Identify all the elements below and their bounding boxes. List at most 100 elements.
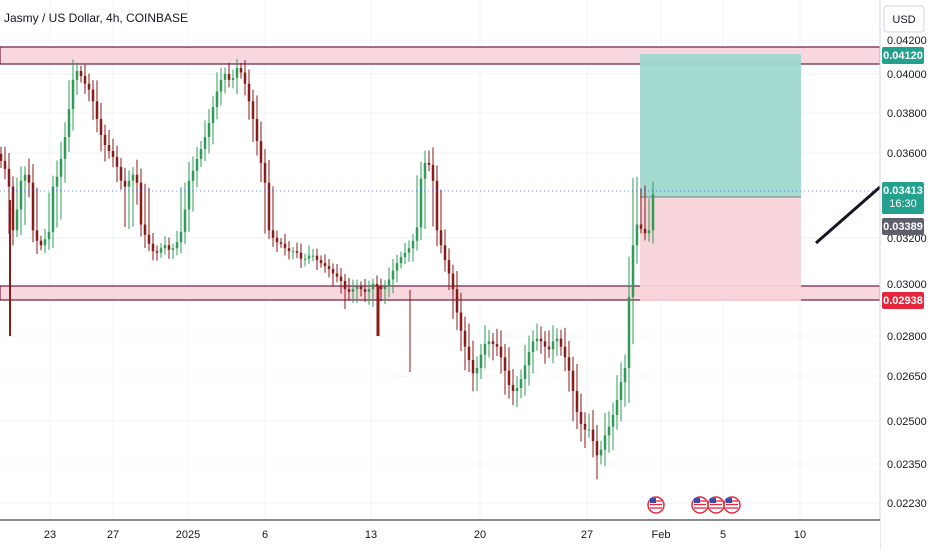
candle[interactable] bbox=[151, 233, 155, 261]
candle[interactable] bbox=[407, 240, 411, 262]
candle[interactable] bbox=[387, 267, 391, 298]
candle[interactable] bbox=[507, 347, 511, 399]
candle[interactable] bbox=[191, 156, 195, 212]
candle[interactable] bbox=[563, 327, 567, 372]
candle[interactable] bbox=[295, 242, 299, 258]
candle[interactable] bbox=[211, 96, 215, 145]
candle[interactable] bbox=[227, 62, 231, 88]
candle[interactable] bbox=[335, 264, 339, 283]
candle[interactable] bbox=[555, 328, 559, 356]
candle[interactable] bbox=[51, 175, 55, 248]
candle[interactable] bbox=[99, 102, 103, 152]
candle[interactable] bbox=[131, 167, 135, 227]
candle[interactable] bbox=[199, 141, 203, 167]
candle[interactable] bbox=[0, 146, 3, 168]
candle[interactable] bbox=[243, 60, 247, 96]
candle[interactable] bbox=[459, 292, 463, 352]
candle[interactable] bbox=[247, 69, 251, 120]
candle[interactable] bbox=[331, 263, 335, 286]
candle[interactable] bbox=[63, 122, 67, 183]
candle[interactable] bbox=[431, 147, 435, 227]
candle[interactable] bbox=[267, 160, 271, 240]
candle[interactable] bbox=[463, 316, 467, 371]
candle[interactable] bbox=[447, 248, 451, 291]
candle[interactable] bbox=[415, 175, 419, 251]
candle[interactable] bbox=[111, 138, 115, 168]
candle[interactable] bbox=[91, 80, 95, 120]
candle[interactable] bbox=[603, 412, 607, 466]
candle[interactable] bbox=[143, 183, 147, 249]
candle[interactable] bbox=[367, 280, 371, 305]
candle[interactable] bbox=[567, 340, 571, 392]
candle[interactable] bbox=[419, 161, 423, 241]
trend-line[interactable] bbox=[815, 185, 881, 245]
candle[interactable] bbox=[283, 233, 287, 256]
candle[interactable] bbox=[223, 67, 227, 94]
candle[interactable] bbox=[399, 251, 403, 269]
candle[interactable] bbox=[251, 89, 255, 142]
candle[interactable] bbox=[423, 150, 427, 230]
us-economic-event-icon[interactable] bbox=[707, 496, 725, 514]
candle[interactable] bbox=[551, 325, 555, 364]
target-price-badge[interactable]: 0.04120 bbox=[882, 47, 924, 64]
candle[interactable] bbox=[495, 328, 499, 357]
candle[interactable] bbox=[27, 158, 31, 198]
candle[interactable] bbox=[635, 176, 639, 264]
candle[interactable] bbox=[591, 410, 595, 458]
candle[interactable] bbox=[291, 246, 295, 260]
candle[interactable] bbox=[271, 186, 275, 247]
candle[interactable] bbox=[319, 255, 323, 268]
candle[interactable] bbox=[311, 248, 315, 262]
candle[interactable] bbox=[575, 363, 579, 430]
stop-price-badge[interactable]: 0.02938 bbox=[882, 292, 924, 309]
candle[interactable] bbox=[183, 182, 187, 245]
candle[interactable] bbox=[583, 412, 587, 448]
candle[interactable] bbox=[55, 160, 59, 228]
candle[interactable] bbox=[599, 440, 603, 465]
candle[interactable] bbox=[527, 335, 531, 386]
candle[interactable] bbox=[607, 411, 611, 453]
candle[interactable] bbox=[547, 330, 551, 358]
candle[interactable] bbox=[479, 344, 483, 379]
candle[interactable] bbox=[487, 330, 491, 358]
candle[interactable] bbox=[595, 425, 599, 480]
candle[interactable] bbox=[19, 166, 23, 236]
candle[interactable] bbox=[451, 264, 455, 319]
candle[interactable] bbox=[71, 59, 75, 131]
candle[interactable] bbox=[611, 402, 615, 451]
candle[interactable] bbox=[531, 330, 535, 374]
candle[interactable] bbox=[339, 268, 343, 294]
candle[interactable] bbox=[579, 393, 583, 442]
candle[interactable] bbox=[379, 278, 383, 302]
candle[interactable] bbox=[363, 278, 367, 302]
candle[interactable] bbox=[75, 62, 79, 95]
candle[interactable] bbox=[195, 146, 199, 188]
candle[interactable] bbox=[115, 145, 119, 183]
candle[interactable] bbox=[543, 330, 547, 364]
candle[interactable] bbox=[171, 243, 175, 259]
time-axis[interactable] bbox=[0, 520, 880, 550]
candle[interactable] bbox=[215, 72, 219, 120]
candle[interactable] bbox=[11, 176, 15, 246]
candle[interactable] bbox=[535, 323, 539, 351]
candle[interactable] bbox=[35, 187, 39, 255]
candle[interactable] bbox=[351, 279, 355, 303]
candle[interactable] bbox=[135, 159, 139, 205]
position-profit-area[interactable] bbox=[640, 54, 801, 197]
candle[interactable] bbox=[359, 281, 363, 297]
candle[interactable] bbox=[307, 245, 311, 264]
candle[interactable] bbox=[23, 166, 27, 225]
candle[interactable] bbox=[39, 235, 43, 251]
candle[interactable] bbox=[127, 170, 131, 230]
candle[interactable] bbox=[471, 340, 475, 392]
price-axis[interactable] bbox=[880, 0, 932, 550]
candle[interactable] bbox=[123, 167, 127, 227]
candle[interactable] bbox=[147, 187, 151, 252]
candle[interactable] bbox=[235, 58, 239, 95]
candle[interactable] bbox=[31, 164, 35, 243]
candle[interactable] bbox=[619, 362, 623, 422]
us-economic-event-icon[interactable] bbox=[723, 496, 741, 514]
